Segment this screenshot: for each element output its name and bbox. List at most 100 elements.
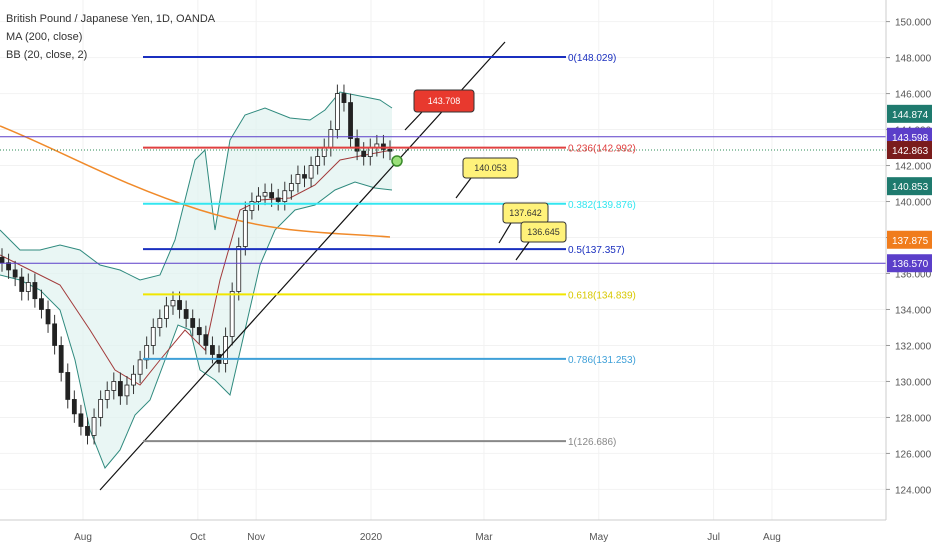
callout-pointer [498,222,512,244]
candle-body [78,413,84,427]
price-badge-label: 140.853 [892,182,929,193]
candle-body [6,262,11,271]
candle-body [361,150,367,157]
candle-body [131,373,136,386]
price-axis-label: 148.000 [895,54,932,65]
fib-level-label: 0.786(131.253) [568,355,636,366]
price-axis-label: 142.000 [895,162,932,173]
price-badge-label: 143.598 [892,133,929,144]
price-axis-label: 140.000 [895,198,932,209]
time-axis-label: Aug [763,532,781,543]
candle-body [0,256,5,264]
candle-body [328,129,334,148]
symbol-title: British Pound / Japanese Yen, 1D, OANDA [6,13,216,25]
fib-level-label: 0(148.029) [568,53,616,64]
candle-body [144,345,150,361]
fib-level-label: 0.5(137.357) [568,245,625,256]
bb-indicator-label: BB (20, close, 2) [6,49,88,61]
fib-level-label: 0.236(142.992) [568,144,636,155]
candle-body [223,336,228,364]
time-axis-label: Jul [707,532,720,543]
candle-body [282,190,288,202]
candle-body [137,359,143,375]
candle-body [65,372,71,400]
price-callout-label: 140.053 [474,163,507,173]
price-axis-label: 150.000 [895,18,932,29]
bollinger-lower-line [0,181,393,469]
price-badge [887,141,932,160]
price-callout [413,89,475,113]
candle-body [157,318,163,328]
fib-level-label: 1(126.686) [568,437,616,448]
candle-body [170,300,176,307]
candle-body [242,210,248,247]
price-badge [887,104,932,123]
candle-body [354,138,360,152]
candle-body [203,334,209,346]
bollinger-upper-line [0,91,393,281]
price-badge [887,254,932,273]
candle-body [98,399,104,418]
price-badge [887,230,932,249]
candle-body [58,345,64,373]
price-axis-label: 128.000 [895,413,932,424]
candle-body [32,282,38,300]
trend-line [99,41,506,491]
candle-body [124,384,130,397]
price-axis-label: 126.000 [895,449,932,460]
price-axis-label: 146.000 [895,90,932,101]
candle-body [308,165,314,179]
candle-body [39,298,44,310]
candle-body [71,399,77,415]
time-axis-label: 2020 [360,532,383,543]
time-axis-label: Oct [190,532,206,543]
candle-body [348,102,353,139]
fib-level-label: 0.618(134.839) [568,290,636,301]
candle-body [302,174,307,179]
candle-body [256,195,261,202]
time-axis-label: Aug [74,532,92,543]
legend: British Pound / Japanese Yen, 1D, OANDA … [6,10,215,64]
candle-body [321,147,327,157]
callout-pointer [455,177,472,199]
time-axis-label: Mar [475,532,493,543]
bollinger-basis-line [0,149,393,386]
candle-body [164,305,169,319]
touch-marker-icon [391,155,403,167]
price-axis-label: 136.000 [895,269,932,280]
candle-body [249,201,255,211]
candle-body [12,269,18,278]
price-callout-label: 136.645 [527,227,560,237]
price-badge-label: 137.875 [892,236,929,247]
bollinger-band-fill [0,92,392,468]
candle-body [52,323,58,346]
candle-body [196,327,202,336]
price-callout [462,157,519,179]
candle-body [236,246,242,292]
candle-body [381,143,386,150]
time-axis-label: May [589,532,608,543]
fib-level-label: 0.382(139.876) [568,200,636,211]
candle-body [104,390,110,400]
candle-body [341,93,347,103]
price-badge-label: 144.874 [892,110,929,121]
price-axis-label: 132.000 [895,341,932,352]
price-badge [887,177,932,196]
candle-body [177,300,182,310]
candle-body [91,417,97,436]
candle-body [190,318,196,328]
candle-body [25,282,31,292]
price-callout-label: 137.642 [509,208,542,218]
time-axis-label: Nov [247,532,265,543]
candle-body [334,93,340,130]
candle-body [45,309,51,325]
price-axis-label: 124.000 [895,485,932,496]
price-callout [520,221,567,243]
price-axis-label: 130.000 [895,377,932,388]
ma-indicator-label: MA (200, close) [6,31,83,43]
candle-body [85,426,90,436]
price-badge-label: 136.570 [892,259,929,270]
candle-body [150,327,156,346]
